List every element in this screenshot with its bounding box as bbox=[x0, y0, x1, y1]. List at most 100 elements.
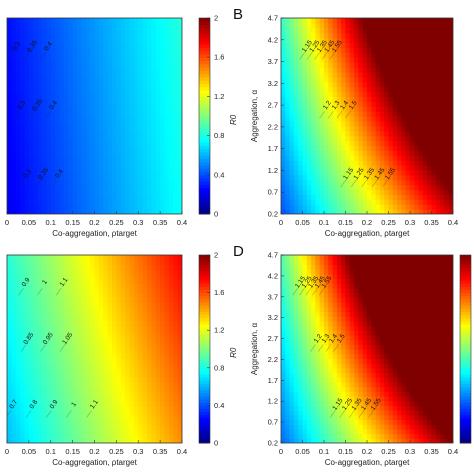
heatmap-cell bbox=[289, 67, 295, 73]
heatmap-cell bbox=[63, 155, 69, 161]
heatmap-cell bbox=[63, 349, 69, 355]
heatmap-cell bbox=[155, 259, 161, 265]
heatmap-cell bbox=[302, 18, 308, 24]
heatmap-cell bbox=[293, 76, 299, 83]
heatmap-cell bbox=[37, 204, 43, 210]
heatmap-cell bbox=[336, 120, 342, 127]
heatmap-cell bbox=[72, 334, 78, 341]
heatmap-cell bbox=[33, 297, 39, 303]
heatmap-cell bbox=[28, 377, 34, 383]
heatmap-cell bbox=[7, 391, 12, 397]
heatmap-cell bbox=[289, 165, 295, 171]
heatmap-cell bbox=[138, 199, 144, 205]
heatmap-cell bbox=[33, 410, 39, 416]
heatmap-cell bbox=[59, 18, 65, 24]
heatmap-cell bbox=[68, 325, 74, 331]
heatmap-cell bbox=[142, 358, 148, 364]
heatmap-cell bbox=[72, 264, 78, 270]
heatmap-cell bbox=[349, 184, 355, 191]
heatmap-cell bbox=[77, 344, 82, 350]
heatmap-cell bbox=[90, 140, 96, 146]
heatmap-cell bbox=[410, 130, 415, 137]
heatmap-cell bbox=[116, 433, 122, 439]
heatmap-cell bbox=[116, 316, 122, 322]
heatmap-cell bbox=[142, 62, 148, 68]
heatmap-cell bbox=[50, 145, 56, 151]
heatmap-cell bbox=[112, 367, 117, 374]
colorbar-step bbox=[199, 151, 210, 156]
heatmap-cell bbox=[7, 386, 12, 392]
heatmap-cell bbox=[324, 27, 329, 34]
heatmap-cell bbox=[345, 204, 351, 210]
heatmap-cell bbox=[11, 391, 17, 397]
heatmap-cell bbox=[55, 349, 61, 355]
heatmap-cell bbox=[7, 165, 12, 171]
heatmap-cell bbox=[138, 419, 144, 425]
heatmap-cell bbox=[94, 414, 100, 421]
heatmap-cell bbox=[90, 396, 96, 402]
heatmap-cell bbox=[138, 174, 144, 181]
heatmap-cell bbox=[155, 135, 161, 142]
heatmap-cell bbox=[55, 91, 61, 97]
heatmap-cell bbox=[414, 91, 420, 97]
heatmap-cell bbox=[142, 386, 148, 392]
heatmap-cell bbox=[46, 204, 52, 210]
heatmap-cell bbox=[20, 316, 26, 322]
heatmap-cell bbox=[112, 386, 117, 392]
heatmap-cell bbox=[142, 86, 148, 93]
heatmap-cell bbox=[151, 116, 157, 122]
heatmap-cell bbox=[24, 386, 30, 392]
contour-label: 0.9 bbox=[49, 399, 60, 411]
heatmap-cell bbox=[324, 37, 329, 44]
heatmap-cell bbox=[138, 325, 144, 331]
heatmap-cell bbox=[46, 278, 52, 284]
heatmap-cell bbox=[42, 120, 47, 127]
heatmap-cell bbox=[405, 27, 411, 34]
heatmap-cell bbox=[55, 400, 61, 406]
heatmap-cell bbox=[302, 174, 308, 181]
heatmap-cell bbox=[112, 264, 117, 270]
heatmap-cell bbox=[405, 130, 411, 137]
heatmap-cell bbox=[24, 306, 30, 312]
heatmap-cell bbox=[138, 169, 144, 176]
heatmap-cell bbox=[164, 306, 170, 312]
heatmap-cell bbox=[362, 57, 368, 63]
heatmap-cell bbox=[7, 287, 12, 294]
colorbar-step bbox=[199, 112, 210, 117]
heatmap-cell bbox=[160, 106, 166, 112]
heatmap-cell bbox=[98, 297, 104, 303]
heatmap-cell bbox=[341, 120, 347, 127]
heatmap-cell bbox=[28, 160, 34, 166]
heatmap-cell bbox=[94, 47, 100, 53]
heatmap-cell bbox=[90, 386, 96, 392]
heatmap-cell bbox=[125, 334, 131, 341]
heatmap-cell bbox=[354, 37, 359, 44]
heatmap-cell bbox=[133, 106, 139, 112]
heatmap-cell bbox=[302, 81, 308, 88]
heatmap-cell bbox=[332, 76, 338, 83]
heatmap-cell bbox=[173, 86, 179, 93]
heatmap-cell bbox=[15, 283, 21, 289]
heatmap-cell bbox=[367, 91, 372, 97]
heatmap-cell bbox=[125, 145, 131, 151]
heatmap-cell bbox=[129, 306, 135, 312]
heatmap-cell bbox=[440, 116, 445, 122]
heatmap-cell bbox=[358, 81, 364, 88]
heatmap-cell bbox=[375, 125, 381, 132]
heatmap-cell bbox=[20, 199, 26, 205]
heatmap-cell bbox=[72, 174, 78, 181]
heatmap-cell bbox=[306, 18, 312, 24]
heatmap-cell bbox=[46, 396, 52, 402]
heatmap-cell bbox=[324, 57, 329, 63]
heatmap-cell bbox=[375, 81, 381, 88]
heatmap-cell bbox=[173, 160, 179, 166]
heatmap-cell bbox=[138, 145, 144, 151]
heatmap-cell bbox=[133, 292, 139, 298]
heatmap-cell bbox=[112, 330, 117, 336]
heatmap-cell bbox=[367, 140, 372, 146]
heatmap-cell bbox=[72, 42, 78, 48]
heatmap-cell bbox=[103, 396, 109, 402]
heatmap-cell bbox=[358, 32, 364, 39]
heatmap-cell bbox=[133, 381, 139, 388]
heatmap-cell bbox=[68, 81, 74, 88]
